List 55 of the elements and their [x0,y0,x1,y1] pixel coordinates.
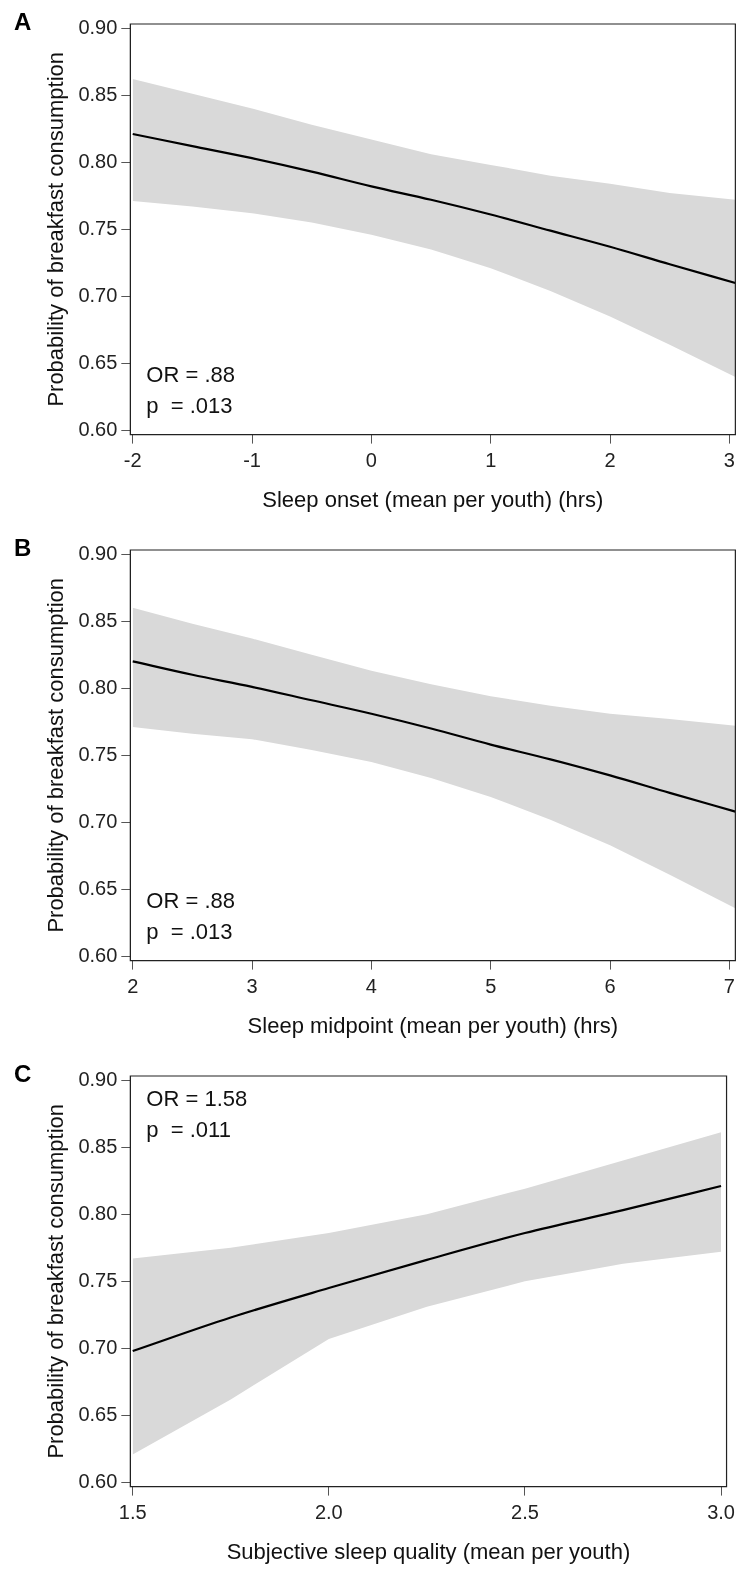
y-tick-label: 0.60 [78,944,118,967]
y-tick-label: 0.60 [78,418,118,441]
y-tick-label: 0.90 [78,541,118,564]
y-tick-label: 0.75 [78,742,118,765]
y-tick-label: 0.90 [78,1067,118,1090]
x-tick-label: 0 [365,449,377,472]
y-tick-label: 0.85 [78,1134,118,1157]
line-series [131,1184,723,1353]
chart-title: B [14,534,32,562]
y-axis-title: Probability of breakfast consumption [43,51,69,407]
y-tick-label: 0.65 [78,351,118,373]
x-tick-label: 3 [246,975,258,998]
x-tick-label: -1 [243,449,261,472]
y-tick-label: 0.80 [78,1201,118,1224]
x-tick-label: 2 [127,975,139,998]
y-tick-label: 0.80 [78,675,118,698]
x-tick-label: 3 [723,449,735,472]
y-tick-label: 0.85 [78,608,118,631]
x-tick-label: 4 [365,975,377,998]
annotation: OR = .88 [146,887,235,913]
chart-title: C [14,1060,32,1088]
annotation: OR = 1.58 [146,1086,248,1111]
line-series [131,660,736,813]
y-tick-label: 0.75 [78,1268,118,1291]
y-tick-label: 0.90 [78,15,118,38]
annotation: p = .013 [146,392,233,418]
y-tick-label: 0.75 [78,216,118,239]
x-tick-label: 6 [604,975,616,998]
y-tick-label: 0.65 [78,1403,118,1425]
x-axis-title: Sleep onset (mean per youth) (hrs) [262,486,604,512]
y-axis-title: Probability of breakfast consumption [43,577,69,933]
line-series [131,132,736,285]
y-axis-title: Probability of breakfast consumption [43,1103,69,1459]
chart-title: A [14,8,32,36]
y-tick-label: 0.60 [78,1470,118,1493]
x-tick-label: 2 [604,449,616,472]
x-tick-label: 1 [485,449,497,472]
x-tick-label: 1.5 [118,1501,147,1524]
x-tick-label: -2 [123,449,142,472]
x-tick-label: 3.0 [707,1501,735,1524]
x-tick-label: 7 [723,975,735,998]
y-tick-label: 0.65 [78,877,118,899]
x-tick-label: 2.5 [511,1501,539,1524]
annotation: OR = .88 [146,361,235,387]
x-tick-label: 2.0 [314,1501,343,1524]
annotation: p = .013 [146,918,233,944]
y-tick-label: 0.80 [78,149,118,172]
y-tick-label: 0.70 [78,809,118,832]
x-axis-title: Subjective sleep quality (mean per youth) [226,1538,631,1564]
y-tick-label: 0.70 [78,1335,118,1358]
annotation: p = .011 [146,1117,231,1142]
y-tick-label: 0.85 [78,82,118,105]
y-tick-label: 0.70 [78,283,118,306]
x-tick-label: 5 [485,975,497,998]
x-axis-title: Sleep midpoint (mean per youth) (hrs) [247,1012,619,1038]
